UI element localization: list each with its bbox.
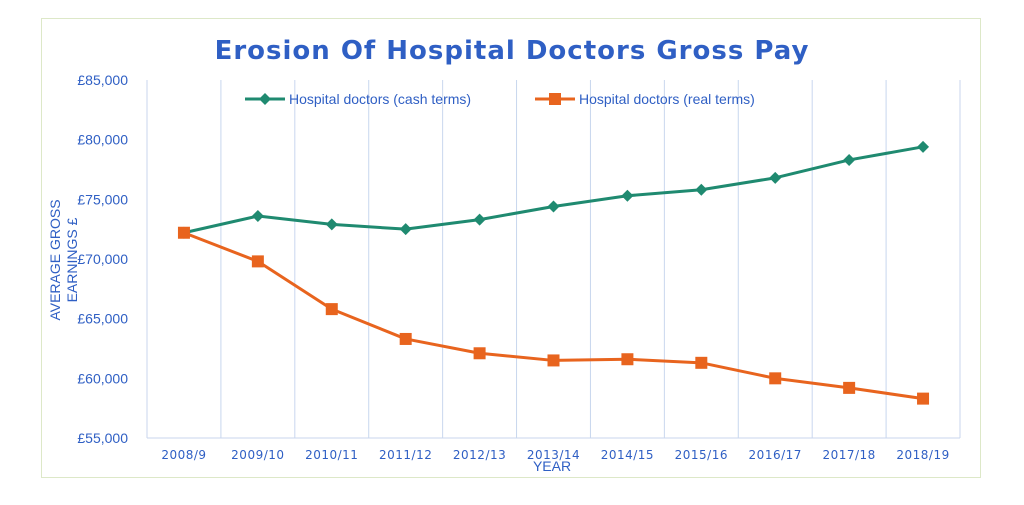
data-point (399, 223, 412, 236)
legend-marker (549, 93, 561, 105)
x-tick-label: 2009/10 (231, 448, 284, 462)
y-axis-label-line1: AVERAGE GROSS (47, 199, 63, 320)
data-point (917, 140, 930, 153)
y-tick-label: £75,000 (77, 191, 128, 207)
chart-frame (41, 18, 981, 478)
data-point (547, 200, 560, 213)
data-point (843, 153, 856, 166)
series-2 (177, 226, 930, 405)
series-group (177, 140, 930, 405)
x-tick-label: 2008/9 (161, 448, 206, 462)
data-point (621, 189, 634, 202)
data-point (177, 226, 190, 239)
data-point (917, 392, 930, 405)
y-tick-label: £70,000 (77, 251, 128, 267)
data-point (769, 171, 782, 184)
series-1 (177, 140, 930, 239)
y-tick-label: £85,000 (77, 72, 128, 88)
x-tick-label: 2012/13 (453, 448, 506, 462)
legend-marker (259, 93, 271, 105)
x-tick-label: 2015/16 (675, 448, 728, 462)
x-axis-ticks: 2008/9 2009/10 2010/11 2011/12 2012/13 2013/1… (161, 448, 949, 462)
data-point (325, 303, 338, 316)
data-point (843, 381, 856, 394)
data-point (769, 372, 782, 385)
x-tick-label: 2018/19 (896, 448, 949, 462)
y-tick-label: £65,000 (77, 311, 128, 327)
legend-label: Hospital doctors (cash terms) (289, 91, 471, 107)
data-point (695, 183, 708, 196)
x-tick-label: 2017/18 (822, 448, 875, 462)
x-tick-label: 2011/12 (379, 448, 432, 462)
data-point (473, 213, 486, 226)
x-tick-label: 2014/15 (601, 448, 654, 462)
grid-lines (146, 80, 961, 439)
legend: Hospital doctors (cash terms) Hospital do… (245, 91, 755, 107)
y-tick-label: £55,000 (77, 430, 128, 446)
x-tick-label: 2013/14 (527, 448, 580, 462)
legend-label: Hospital doctors (real terms) (579, 91, 755, 107)
data-point (473, 347, 486, 360)
data-point (547, 354, 560, 367)
y-axis-ticks: £55,000 £60,000 £65,000 £70,000 £75,000 £80,0… (77, 72, 128, 446)
y-tick-label: £80,000 (77, 132, 128, 148)
y-axis-label-line2: EARNINGS £ (64, 217, 80, 302)
data-point (251, 255, 264, 268)
data-point (621, 353, 634, 366)
chart-title: Erosion Of Hospital Doctors Gross Pay (214, 36, 810, 66)
data-point (695, 356, 708, 369)
data-point (399, 332, 412, 345)
data-point (251, 210, 264, 223)
x-tick-label: 2010/11 (305, 448, 358, 462)
data-point (325, 218, 338, 231)
x-axis-label: YEAR (533, 458, 571, 474)
y-tick-label: £60,000 (77, 370, 128, 386)
x-tick-label: 2016/17 (749, 448, 802, 462)
